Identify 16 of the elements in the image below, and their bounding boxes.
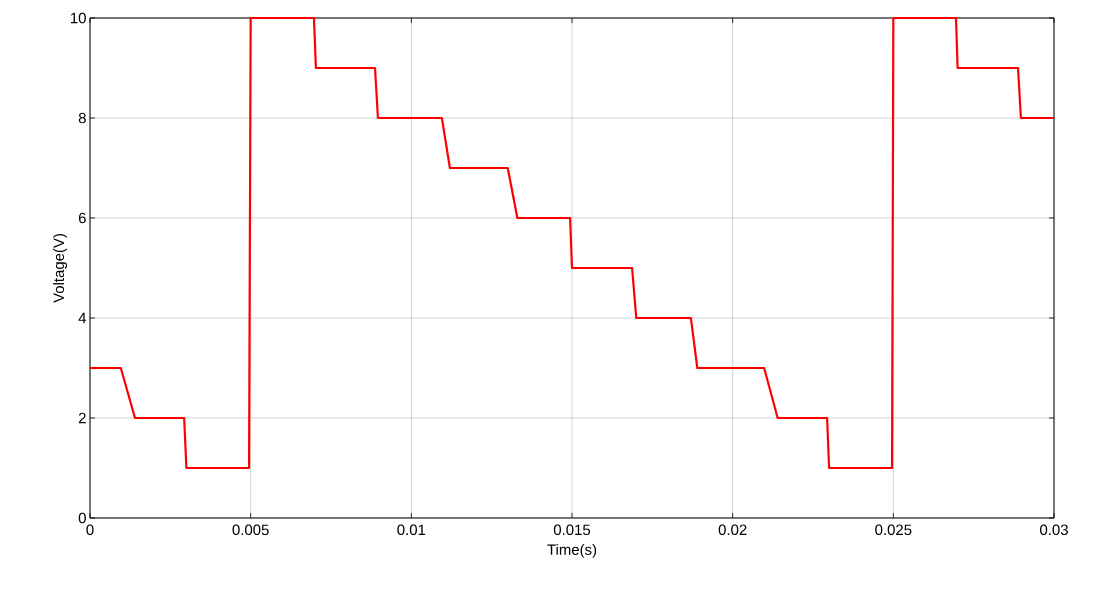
x-axis-title: Time(s) bbox=[547, 543, 597, 558]
y-tick-label: 2 bbox=[78, 412, 86, 424]
y-tick-label: 8 bbox=[78, 112, 86, 124]
x-tick-label: 0.005 bbox=[232, 524, 269, 536]
line-series bbox=[88, 16, 1056, 470]
y-tick-label: 10 bbox=[71, 12, 86, 24]
x-tick-label: 0.01 bbox=[397, 524, 426, 536]
x-tick-label: 0.015 bbox=[553, 524, 591, 536]
x-tick-label: 0.03 bbox=[1040, 524, 1068, 536]
x-tick-label: 0 bbox=[86, 524, 94, 536]
y-tick-label: 0 bbox=[78, 512, 86, 524]
y-axis-title: Voltage(V) bbox=[53, 234, 68, 303]
y-tick-label: 6 bbox=[78, 212, 86, 224]
x-tick-label: 0.02 bbox=[718, 524, 747, 536]
x-tick-label: 0.025 bbox=[875, 524, 912, 536]
y-tick-label: 4 bbox=[78, 312, 87, 324]
